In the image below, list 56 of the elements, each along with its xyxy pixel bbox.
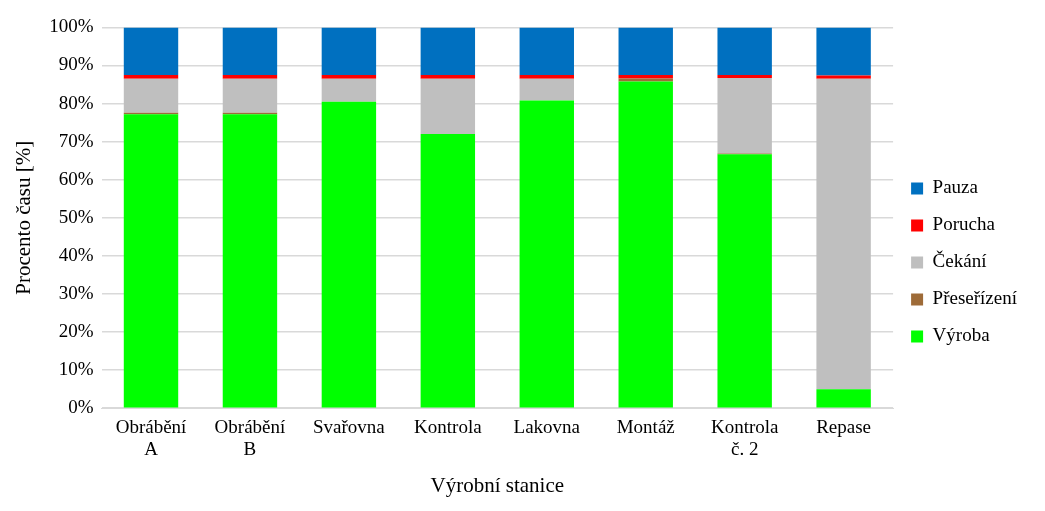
x-tick-label: Kontrola (414, 415, 483, 437)
x-tick-label: Obrábění A (115, 415, 188, 460)
y-tick-label: 0% (68, 396, 94, 418)
x-tick-label: Svařovna (313, 415, 386, 437)
bar (717, 27, 772, 75)
x-tick-label: Obrábění B (214, 415, 287, 460)
bar (816, 75, 871, 79)
bar (519, 27, 574, 75)
bar (420, 27, 476, 75)
legend-label: Čekání (932, 250, 988, 272)
bar (717, 78, 772, 154)
y-tick-label: 60% (58, 167, 94, 189)
y-tick-label: 40% (58, 243, 94, 265)
x-tick-label: Repase (816, 415, 872, 437)
bar (123, 78, 179, 113)
bar (321, 27, 377, 75)
bar (519, 75, 574, 79)
y-tick-label: 100% (49, 15, 94, 37)
bar (321, 78, 377, 102)
y-tick-label: 80% (58, 91, 94, 113)
legend-label: Přeseřízení (932, 287, 1018, 309)
bar (321, 75, 377, 79)
bar (717, 154, 772, 408)
bar (816, 27, 871, 76)
bar (618, 81, 673, 408)
y-tick-label: 50% (58, 205, 94, 227)
bar (816, 389, 871, 408)
legend-label: Pauza (932, 176, 979, 198)
bar (618, 27, 673, 75)
x-axis-title: Výrobní stanice (430, 472, 565, 497)
bar (123, 75, 179, 79)
bar (420, 78, 476, 135)
bar (519, 78, 574, 101)
legend-label: Porucha (932, 213, 996, 235)
bar (222, 78, 278, 113)
bar (321, 101, 377, 408)
y-tick-label: 30% (58, 281, 94, 303)
x-tick-label: Montáž (616, 415, 675, 437)
bar (222, 114, 278, 408)
y-axis-title: Procento času [%] (11, 140, 36, 295)
legend-label: Výroba (932, 324, 991, 346)
x-tick-label: Lakovna (513, 415, 581, 437)
bar (816, 78, 871, 390)
y-tick-label: 90% (58, 53, 94, 75)
bar (222, 27, 278, 75)
bar (420, 134, 476, 408)
bar (420, 75, 476, 79)
bar (222, 75, 278, 79)
x-tick-label: Kontrola č. 2 (710, 415, 780, 460)
y-tick-label: 70% (58, 129, 94, 151)
bar (123, 114, 179, 408)
bar (123, 27, 179, 75)
bar (717, 75, 772, 79)
y-tick-label: 10% (58, 358, 94, 380)
y-tick-label: 20% (58, 320, 94, 342)
bar (519, 100, 574, 408)
